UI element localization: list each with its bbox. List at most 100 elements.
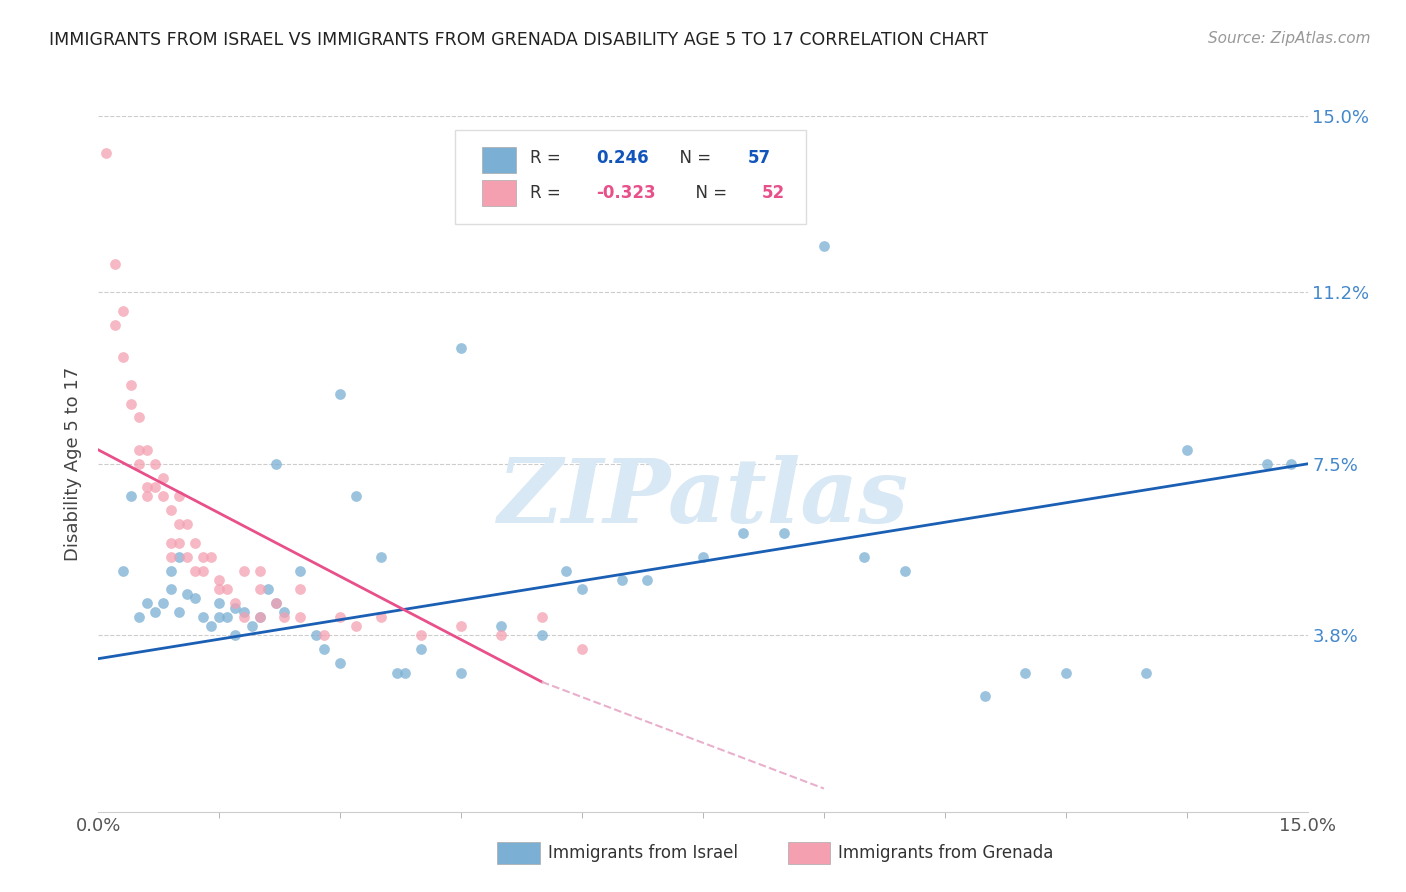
Point xyxy=(409,642,432,657)
Point xyxy=(370,549,392,564)
Point xyxy=(264,596,287,610)
Point xyxy=(143,480,166,494)
Point xyxy=(208,610,231,624)
Point xyxy=(120,378,142,392)
FancyBboxPatch shape xyxy=(787,842,830,863)
Point xyxy=(314,642,336,657)
Point xyxy=(167,549,190,564)
Point xyxy=(176,549,198,564)
Text: Immigrants from Israel: Immigrants from Israel xyxy=(548,844,738,862)
Point xyxy=(450,665,472,680)
Point xyxy=(111,350,134,364)
Point xyxy=(491,619,513,633)
Point xyxy=(409,628,432,642)
Point xyxy=(160,582,183,596)
Point xyxy=(128,442,150,457)
Point xyxy=(571,642,593,657)
Point xyxy=(692,549,714,564)
Text: R =: R = xyxy=(530,149,567,167)
Point xyxy=(167,517,190,532)
Point xyxy=(217,610,239,624)
Point xyxy=(385,665,408,680)
Point xyxy=(329,387,352,401)
Point xyxy=(208,596,231,610)
Point xyxy=(111,303,134,318)
Point xyxy=(96,146,118,161)
Point xyxy=(217,582,239,596)
Point xyxy=(249,582,271,596)
Point xyxy=(530,628,553,642)
Point xyxy=(193,610,215,624)
Point xyxy=(224,600,246,615)
Point xyxy=(636,573,658,587)
Point xyxy=(143,457,166,471)
Point xyxy=(176,587,198,601)
FancyBboxPatch shape xyxy=(482,146,516,173)
Point xyxy=(143,605,166,619)
Point xyxy=(772,526,794,541)
Point xyxy=(264,457,287,471)
Y-axis label: Disability Age 5 to 17: Disability Age 5 to 17 xyxy=(65,367,83,561)
Point xyxy=(249,564,271,578)
Point xyxy=(103,257,125,271)
Point xyxy=(120,489,142,503)
Point xyxy=(329,610,352,624)
Point xyxy=(184,535,207,549)
Point xyxy=(120,396,142,410)
Text: 0.246: 0.246 xyxy=(596,149,650,167)
Text: IMMIGRANTS FROM ISRAEL VS IMMIGRANTS FROM GRENADA DISABILITY AGE 5 TO 17 CORRELA: IMMIGRANTS FROM ISRAEL VS IMMIGRANTS FRO… xyxy=(49,31,988,49)
FancyBboxPatch shape xyxy=(482,180,516,206)
Point xyxy=(232,564,254,578)
Point xyxy=(208,582,231,596)
Point xyxy=(893,564,915,578)
Point xyxy=(103,318,125,332)
Point xyxy=(240,619,263,633)
Point xyxy=(273,610,295,624)
Point xyxy=(152,489,174,503)
Text: N =: N = xyxy=(685,184,733,202)
Point xyxy=(256,582,278,596)
Point xyxy=(329,657,352,671)
FancyBboxPatch shape xyxy=(456,130,806,224)
Point xyxy=(152,471,174,485)
Point xyxy=(305,628,328,642)
Point xyxy=(1281,457,1303,471)
Point xyxy=(111,564,134,578)
Point xyxy=(200,619,222,633)
Point xyxy=(450,341,472,355)
Text: 57: 57 xyxy=(748,149,770,167)
Point xyxy=(530,610,553,624)
Point xyxy=(160,535,183,549)
Point xyxy=(1175,442,1198,457)
Point xyxy=(733,526,755,541)
Point xyxy=(128,410,150,425)
Point xyxy=(571,582,593,596)
Point xyxy=(249,610,271,624)
Point xyxy=(1054,665,1077,680)
Point xyxy=(167,489,190,503)
Point xyxy=(128,610,150,624)
Point xyxy=(314,628,336,642)
Text: N =: N = xyxy=(669,149,717,167)
Point xyxy=(167,535,190,549)
Point xyxy=(1014,665,1036,680)
Point xyxy=(370,610,392,624)
Point xyxy=(200,549,222,564)
Point xyxy=(555,564,578,578)
Point xyxy=(450,619,472,633)
Point xyxy=(491,628,513,642)
Point xyxy=(160,549,183,564)
Point xyxy=(344,619,367,633)
Point xyxy=(224,596,246,610)
Point xyxy=(135,442,157,457)
Point xyxy=(344,489,367,503)
Point xyxy=(224,628,246,642)
Point xyxy=(160,503,183,517)
Point xyxy=(1135,665,1157,680)
Point xyxy=(184,564,207,578)
Point xyxy=(974,689,997,703)
Point xyxy=(288,564,311,578)
Point xyxy=(853,549,876,564)
Point xyxy=(128,457,150,471)
Point xyxy=(135,480,157,494)
